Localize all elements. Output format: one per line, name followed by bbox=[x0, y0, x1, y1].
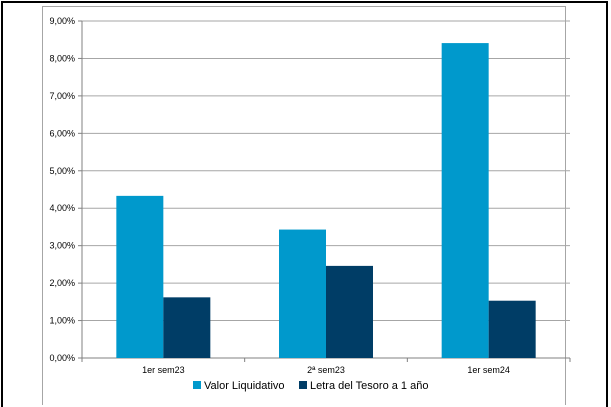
bar-letra-tesoro-2 bbox=[488, 300, 536, 358]
bar-valor-liquidativo-0 bbox=[116, 195, 164, 358]
chart-area bbox=[42, 6, 566, 405]
x-category-label: 1er sem23 bbox=[142, 365, 185, 375]
bar-letra-tesoro-0 bbox=[163, 297, 211, 358]
bars bbox=[116, 43, 536, 358]
legend-swatch bbox=[193, 381, 201, 389]
y-tick-label: 3,00% bbox=[49, 241, 75, 251]
y-tick-label: 1,00% bbox=[49, 316, 75, 326]
y-axis-ticks: 0,00% 1,00% 2,00% 3,00% 4,00% 5,00% 6,00% 7,00%… bbox=[49, 16, 75, 363]
y-tick-label: 8,00% bbox=[49, 53, 75, 63]
legend-label: Valor Liquidativo bbox=[204, 380, 285, 392]
y-tick-label: 0,00% bbox=[49, 353, 75, 363]
bar-valor-liquidativo-1 bbox=[279, 229, 326, 358]
legend: Valor Liquidativo Letra del Tesoro a 1 añ… bbox=[193, 380, 428, 392]
bar-valor-liquidativo-2 bbox=[441, 43, 489, 358]
y-tick-label: 9,00% bbox=[49, 16, 75, 26]
y-tick-label: 2,00% bbox=[49, 278, 75, 288]
x-category-label: 1er sem24 bbox=[467, 365, 510, 375]
x-category-label: 2ª sem23 bbox=[307, 365, 345, 375]
y-tick-label: 7,00% bbox=[49, 91, 75, 101]
y-tick-label: 4,00% bbox=[49, 203, 75, 213]
x-axis-labels: 1er sem23 2ª sem23 1er sem24 bbox=[142, 365, 510, 375]
legend-label: Letra del Tesoro a 1 año bbox=[310, 380, 428, 392]
legend-swatch bbox=[299, 381, 307, 389]
y-tick-label: 5,00% bbox=[49, 166, 75, 176]
bar-letra-tesoro-1 bbox=[326, 265, 373, 358]
y-tick-label: 6,00% bbox=[49, 128, 75, 138]
